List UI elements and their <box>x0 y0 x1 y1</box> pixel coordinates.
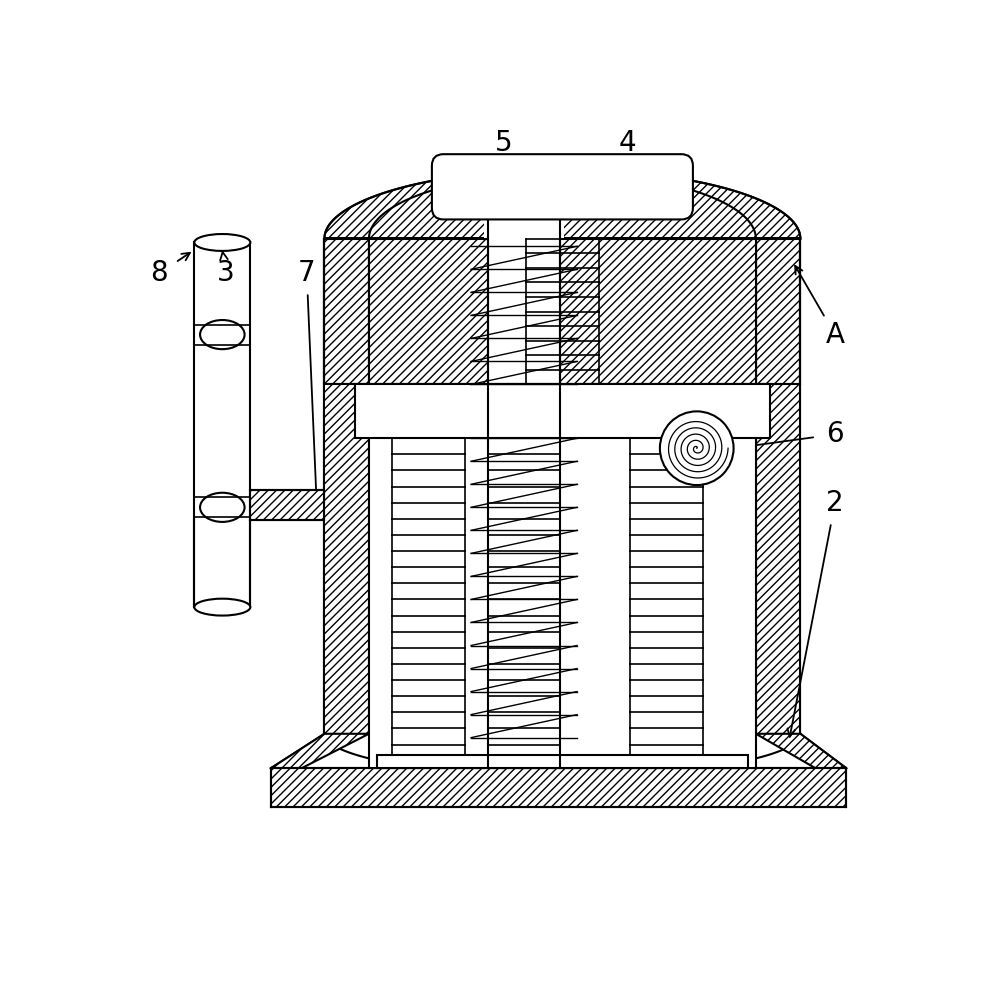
Text: 6: 6 <box>826 421 844 449</box>
Polygon shape <box>756 385 800 734</box>
Polygon shape <box>756 734 846 769</box>
Text: 7: 7 <box>298 259 316 287</box>
Bar <box>369 385 756 769</box>
Text: 5: 5 <box>494 129 512 157</box>
Ellipse shape <box>194 234 250 251</box>
Polygon shape <box>369 238 488 385</box>
Polygon shape <box>271 734 369 769</box>
Polygon shape <box>324 238 369 385</box>
Text: 1: 1 <box>412 267 429 295</box>
Polygon shape <box>250 490 324 520</box>
Bar <box>484 169 564 308</box>
Ellipse shape <box>660 412 734 486</box>
Polygon shape <box>324 169 800 238</box>
Polygon shape <box>756 238 800 385</box>
Ellipse shape <box>194 598 250 615</box>
Polygon shape <box>560 238 756 385</box>
Bar <box>377 755 748 769</box>
Text: 4: 4 <box>619 129 636 157</box>
Ellipse shape <box>200 320 245 349</box>
Bar <box>355 385 770 439</box>
Polygon shape <box>324 385 369 734</box>
Text: A: A <box>825 321 844 349</box>
FancyBboxPatch shape <box>432 155 693 219</box>
Ellipse shape <box>200 493 245 521</box>
Text: 8: 8 <box>151 259 168 287</box>
Text: 2: 2 <box>826 490 844 517</box>
Polygon shape <box>271 769 846 807</box>
Text: 3: 3 <box>217 259 235 287</box>
